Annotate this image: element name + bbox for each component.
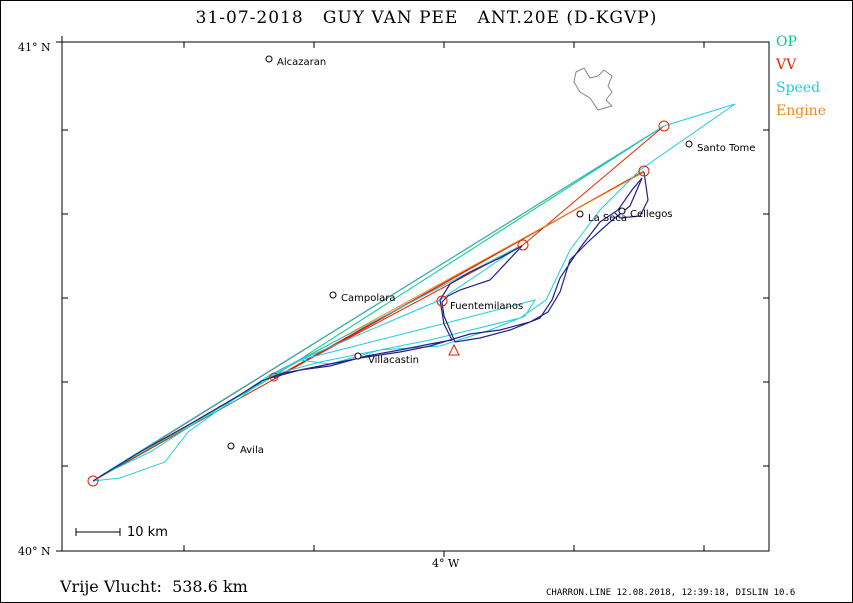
town-label-cellegos: Cellegos (630, 209, 673, 220)
turnpoint-2 (638, 165, 650, 177)
scale-bar (75, 528, 121, 536)
free-flight-distance: Vrije Vlucht: 538.6 km (60, 577, 248, 596)
legend-vv: VV (776, 57, 797, 73)
town-label-alcazaran: Alcazaran (277, 57, 327, 68)
town-label-la-seca: La Seca (588, 213, 628, 224)
finish-triangle (448, 343, 460, 356)
turnpoint-1 (658, 120, 670, 132)
town-marker-cellegos (618, 207, 626, 215)
plot-border (61, 41, 770, 552)
town-marker-villacastin (354, 352, 362, 360)
lat-label-bottom: 40° N (18, 545, 51, 558)
legend-engine: Engine (776, 103, 826, 119)
flight-track (92, 177, 643, 482)
flight-track-loop (613, 171, 649, 219)
lon-ticks (183, 42, 705, 557)
town-marker-santo-tome (685, 140, 693, 148)
reservoir-shape (573, 67, 613, 111)
town-label-fuentemilanos: Fuentemilanos (450, 301, 524, 312)
town-marker-campolara (329, 291, 337, 299)
legend-speed: Speed (776, 80, 821, 96)
town-marker-la-seca (576, 210, 584, 218)
turnpoint-4 (436, 295, 448, 307)
lon-label: 4° W (432, 557, 460, 570)
turnpoint-5 (269, 372, 279, 382)
town-markers (227, 55, 693, 450)
town-marker-alcazaran (265, 55, 273, 63)
lat-ticks (56, 36, 769, 552)
town-label-villacastin: Villacastin (368, 355, 419, 366)
lat-label-top: 41° N (18, 41, 51, 54)
turnpoint-3 (517, 239, 529, 251)
speed-track (92, 103, 736, 482)
town-marker-avila (227, 442, 235, 450)
town-label-campolara: Campolara (341, 293, 396, 304)
legend-op: OP (776, 34, 797, 50)
turnpoints (87, 120, 670, 487)
town-label-avila: Avila (240, 445, 264, 456)
map-title: 31-07-2018 GUY VAN PEE ANT.20E (D-KGVP) (195, 8, 658, 28)
town-label-santo-tome: Santo Tome (697, 143, 756, 154)
scale-label: 10 km (127, 525, 168, 540)
footer-info: CHARRON.LINE 12.08.2018, 12:39:18, DISLI… (546, 588, 796, 598)
turnpoint-start (87, 475, 99, 487)
